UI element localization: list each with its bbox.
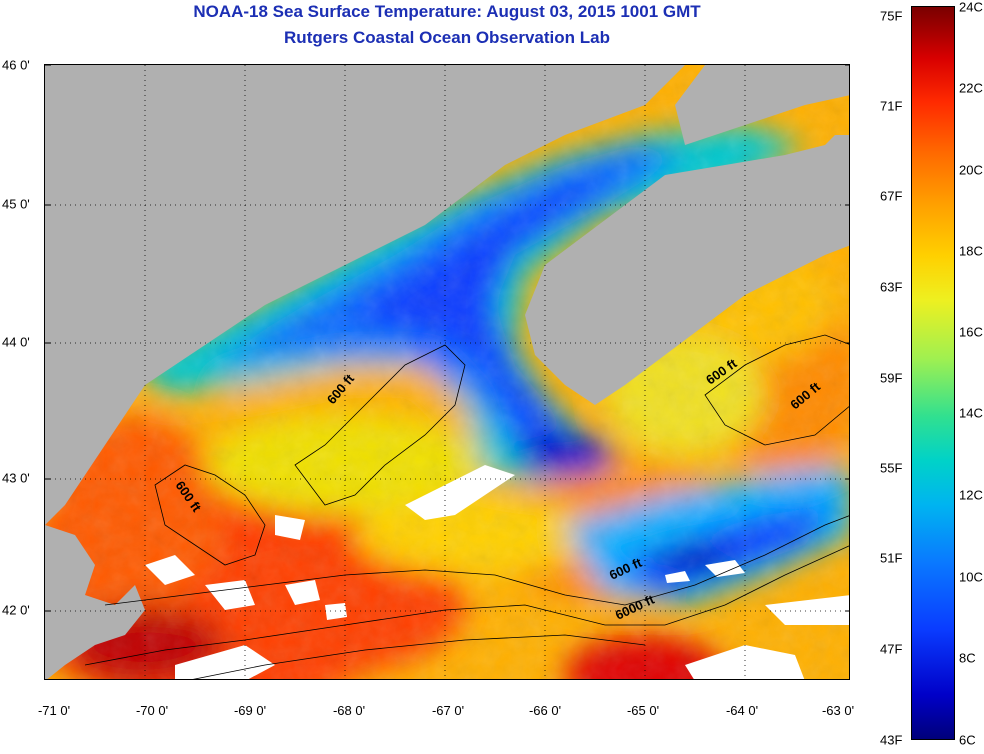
colorbar-c-label: 24C [959,0,983,15]
colorbar-c-label: 16C [959,324,983,340]
x-tick-label: -69 0' [233,703,267,718]
colorbar-f-label: 43F [880,732,903,748]
colorbar-f-label: 67F [880,188,903,204]
colorbar-c-label: 10C [959,569,983,585]
map-title: NOAA-18 Sea Surface Temperature: August … [193,2,701,21]
y-tick-label: 42 0' [2,602,30,618]
sst-map: 600 ft 600 ft 600 ft 600 ft 600 ft 6000 … [44,64,850,680]
tick-marks [45,65,849,612]
y-tick-label: 45 0' [2,196,30,212]
x-tick-label: -66 0' [528,703,562,718]
y-tick-label: 44 0' [2,334,30,350]
colorbar-f-label: 63F [880,279,903,295]
colorbar-c-label: 12C [959,487,983,503]
map-subtitle: Rutgers Coastal Ocean Observation Lab [284,28,610,47]
colorbar-f-label: 55F [880,460,903,476]
temperature-colorbar [911,6,955,740]
colorbar-f-label: 59F [880,370,903,386]
y-tick-label: 43 0' [2,470,30,486]
x-tick-label: -67 0' [431,703,465,718]
colorbar-f-label: 51F [880,550,903,566]
colorbar-c-label: 18C [959,243,983,259]
x-tick-label: -71 0' [37,703,71,718]
x-tick-label: -70 0' [135,703,169,718]
colorbar-c-label: 22C [959,80,983,96]
x-tick-label: -64 0' [725,703,759,718]
colorbar-f-label: 47F [880,641,903,657]
x-tick-label: -63 0' [821,703,855,718]
colorbar-c-label: 20C [959,162,983,178]
y-tick-label: 46 0' [2,57,30,73]
colorbar-f-label: 75F [880,8,903,24]
x-tick-label: -68 0' [332,703,366,718]
colorbar-c-label: 6C [959,732,976,748]
land-mass [45,65,849,679]
colorbar-c-label: 8C [959,650,976,666]
colorbar-c-label: 14C [959,405,983,421]
colorbar-f-label: 71F [880,98,903,114]
x-tick-label: -65 0' [626,703,660,718]
